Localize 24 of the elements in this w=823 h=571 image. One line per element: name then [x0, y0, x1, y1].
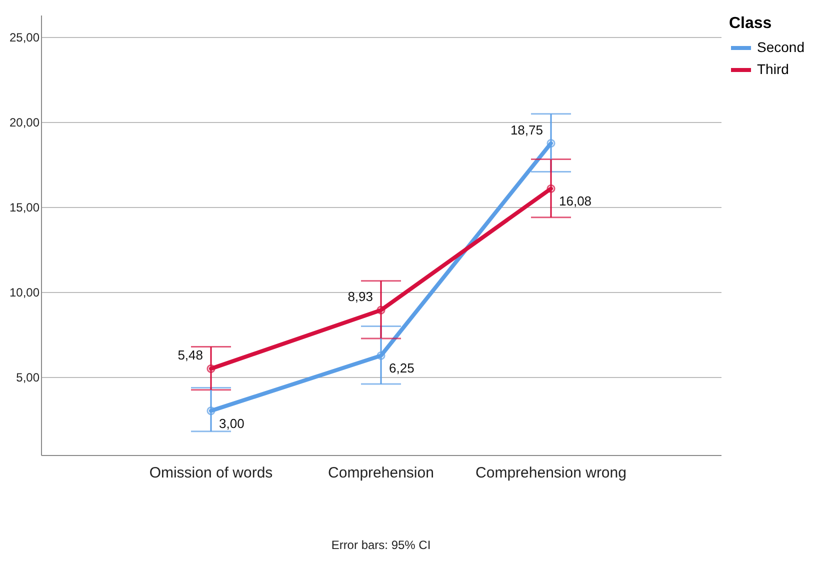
point — [206, 364, 216, 373]
point — [376, 351, 386, 360]
legend-title: Class — [729, 15, 772, 32]
x-tick-label: Comprehension wrong — [476, 464, 626, 482]
data-label: 16,08 — [559, 194, 592, 209]
point — [376, 306, 386, 314]
data-label: 3,00 — [219, 416, 244, 431]
y-tick-label: 25,00 — [9, 30, 40, 45]
legend-label: Second — [757, 39, 804, 55]
data-label: 8,93 — [348, 289, 373, 304]
point — [546, 184, 556, 193]
point — [546, 138, 556, 148]
data-label: 6,25 — [389, 360, 414, 376]
x-tick-label: Omission of words — [149, 464, 273, 482]
text: Error bars: 95% CI — [331, 538, 431, 552]
y-tick-label: 20,00 — [9, 116, 40, 130]
y-tick-label: 10,00 — [9, 285, 40, 300]
y-tick-label: 15,00 — [9, 200, 40, 214]
x-tick-label: Comprehension — [328, 464, 434, 482]
y-tick-label: 5,00 — [16, 370, 40, 384]
data-label: 18,75 — [510, 122, 543, 138]
legend-label: Third — [757, 61, 789, 77]
point — [206, 406, 216, 416]
data-label: 5,48 — [178, 348, 203, 363]
